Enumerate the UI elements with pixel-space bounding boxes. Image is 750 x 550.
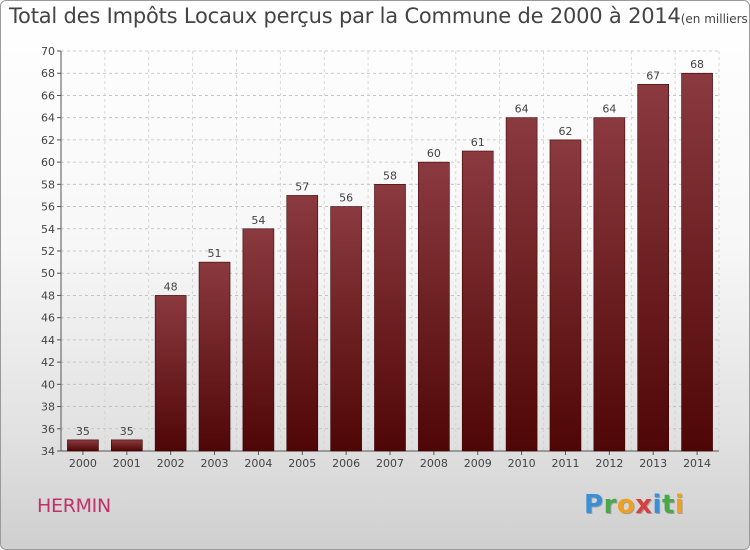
bar <box>330 206 362 452</box>
y-tick-label: 66 <box>41 89 55 102</box>
bar <box>111 439 143 452</box>
bar <box>461 150 494 452</box>
y-tick-label: 54 <box>41 223 55 236</box>
logo-letter: i <box>652 490 662 520</box>
y-tick-label: 70 <box>41 45 55 58</box>
proxiti-logo[interactable]: Proxiti <box>584 490 684 520</box>
x-tick-label: 2003 <box>201 457 229 470</box>
y-tick-label: 64 <box>41 112 55 125</box>
bar <box>418 161 450 452</box>
title-text: Total des Impôts Locaux perçus par la Co… <box>9 4 681 28</box>
x-tick-label: 2013 <box>639 457 667 470</box>
y-tick-label: 48 <box>41 289 55 302</box>
bar <box>154 295 187 452</box>
commune-name: HERMIN <box>37 495 111 517</box>
bar-value-label: 64 <box>602 103 616 116</box>
bar-value-label: 64 <box>515 103 529 116</box>
x-tick-label: 2011 <box>551 457 579 470</box>
bar-value-label: 68 <box>690 58 704 71</box>
y-tick-label: 38 <box>41 401 55 414</box>
bar-value-label: 61 <box>471 136 485 149</box>
x-tick-label: 2005 <box>288 457 316 470</box>
logo-letter: x <box>635 490 653 520</box>
bar-value-label: 56 <box>339 192 353 205</box>
bar-value-label: 60 <box>427 147 441 160</box>
bar-value-label: 62 <box>558 125 572 138</box>
bar <box>593 117 626 452</box>
y-tick-label: 40 <box>41 378 55 391</box>
bar <box>637 84 670 452</box>
x-tick-label: 2007 <box>376 457 404 470</box>
logo-letter: t <box>661 490 675 520</box>
y-tick-label: 44 <box>41 334 55 347</box>
y-tick-label: 36 <box>41 423 55 436</box>
bar-value-label: 48 <box>164 280 178 293</box>
bar-value-label: 54 <box>251 214 265 227</box>
bar-value-label: 58 <box>383 169 397 182</box>
y-tick-label: 52 <box>41 245 55 258</box>
x-tick-label: 2001 <box>113 457 141 470</box>
x-tick-label: 2009 <box>464 457 492 470</box>
x-tick-label: 2002 <box>157 457 185 470</box>
y-tick-label: 42 <box>41 356 55 369</box>
y-tick-label: 50 <box>41 267 55 280</box>
x-tick-label: 2008 <box>420 457 448 470</box>
bar-value-label: 35 <box>120 425 134 438</box>
bar <box>67 439 99 452</box>
bar <box>505 117 538 452</box>
y-tick-label: 68 <box>41 67 55 80</box>
x-tick-label: 2012 <box>595 457 623 470</box>
bar <box>374 184 406 452</box>
logo-letter: r <box>603 490 617 520</box>
data-labels: 35 35 48 51 54 57 56 58 60 61 64 62 64 67 68 <box>76 58 704 438</box>
bars <box>67 72 713 452</box>
logo-letter: P <box>584 490 604 520</box>
y-tick-label: 56 <box>41 201 55 214</box>
x-tick-label: 2006 <box>332 457 360 470</box>
bar <box>549 139 582 452</box>
y-tick-label: 46 <box>41 312 55 325</box>
y-tick-label: 60 <box>41 156 55 169</box>
unit-note: (en milliers d'€) <box>680 12 749 26</box>
logo-letter: o <box>616 490 636 520</box>
bar-value-label: 35 <box>76 425 90 438</box>
bar-value-label: 57 <box>295 180 309 193</box>
bar <box>198 261 231 452</box>
y-tick-label: 34 <box>41 445 55 458</box>
y-tick-label: 62 <box>41 134 55 147</box>
bar <box>286 195 319 452</box>
y-tick-label: 58 <box>41 178 55 191</box>
chart-title: Total des Impôts Locaux perçus par la Co… <box>9 4 749 28</box>
bar <box>681 72 713 452</box>
x-tick-label: 2004 <box>244 457 272 470</box>
bar <box>242 228 275 452</box>
bar-value-label: 51 <box>208 247 222 260</box>
x-tick-label: 2010 <box>508 457 536 470</box>
logo-letter: i <box>674 490 685 520</box>
bar-value-label: 67 <box>646 69 660 82</box>
x-tick-label: 2000 <box>69 457 97 470</box>
x-tick-label: 2014 <box>683 457 711 470</box>
